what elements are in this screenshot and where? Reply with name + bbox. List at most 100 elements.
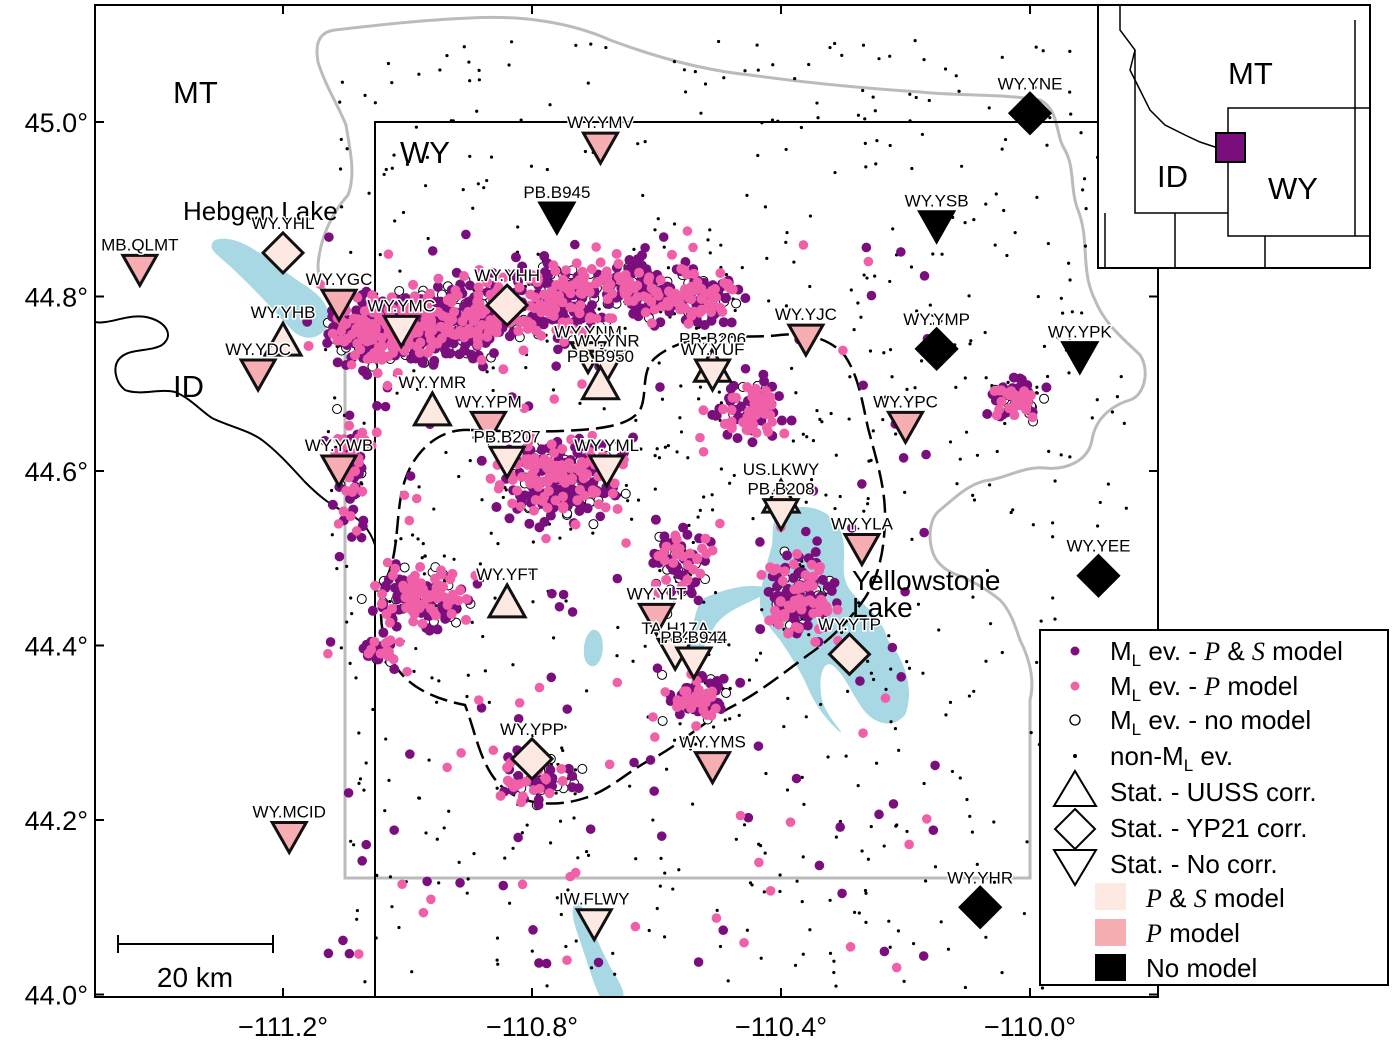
non-ml-event: [529, 571, 533, 575]
non-ml-event: [362, 788, 366, 792]
non-ml-event: [457, 474, 461, 479]
p-model-event: [1011, 390, 1022, 401]
non-ml-event: [382, 172, 386, 177]
non-ml-event: [416, 537, 420, 541]
non-ml-event: [713, 591, 718, 595]
p-model-event: [760, 401, 771, 412]
non-ml-event: [417, 72, 421, 76]
non-ml-event: [653, 487, 657, 491]
station-label: WY.MCID: [253, 802, 326, 821]
non-ml-event: [623, 326, 627, 330]
p-model-event: [513, 326, 524, 337]
ps-model-event: [367, 605, 378, 616]
p-model-event: [808, 608, 819, 619]
non-ml-event: [965, 797, 969, 802]
non-ml-event: [994, 192, 998, 196]
non-ml-event: [862, 509, 866, 513]
y-tick-label: 44.8°: [25, 283, 88, 313]
no-model-event: [657, 669, 668, 680]
p-model-event: [579, 278, 590, 289]
p-model-event: [904, 839, 914, 850]
non-ml-event: [358, 777, 363, 781]
station-wy-ydc: WY.YDC: [224, 339, 293, 394]
non-ml-event: [964, 430, 969, 434]
lake-arm: [688, 585, 770, 672]
non-ml-event: [698, 385, 703, 389]
non-ml-event: [888, 348, 893, 352]
p-model-event: [417, 618, 428, 629]
non-ml-event: [326, 430, 330, 434]
non-ml-event: [423, 554, 427, 558]
ps-model-event: [586, 300, 597, 311]
station-symbol: [580, 131, 621, 167]
station-label: WY.YMV: [567, 113, 634, 132]
p-model-event: [571, 277, 582, 288]
ps-model-event: [545, 765, 556, 776]
p-model-event: [663, 300, 674, 311]
non-ml-event: [1029, 731, 1033, 735]
non-ml-event: [992, 820, 996, 824]
non-ml-event: [651, 818, 655, 822]
non-ml-event: [658, 884, 662, 888]
non-ml-event: [675, 450, 679, 454]
non-ml-event: [1084, 207, 1088, 211]
p-model-event: [559, 336, 570, 347]
no-model-event: [1039, 393, 1050, 404]
non-ml-event: [902, 979, 906, 983]
ps-model-event: [732, 433, 743, 444]
p-model-event: [765, 615, 776, 626]
station-symbol: [761, 498, 801, 533]
p-model-event: [561, 265, 571, 275]
ps-model-event: [513, 770, 524, 781]
station-wy-yuf: WY.YUF: [679, 339, 746, 394]
station-symbol: [381, 314, 421, 350]
non-ml-event: [1095, 398, 1099, 402]
station-wy-ypm: WY.YPM: [454, 391, 523, 446]
ps-model-event: [866, 290, 877, 301]
p-model-event: [425, 315, 436, 326]
non-ml-event: [804, 500, 808, 504]
non-ml-event: [920, 132, 925, 137]
p-model-event: [333, 519, 344, 529]
non-ml-event: [856, 113, 861, 117]
ps-model-event: [718, 317, 729, 328]
non-ml-event: [364, 761, 368, 765]
p-model-event: [646, 318, 657, 329]
p-model-event: [634, 267, 645, 278]
p-model-event: [455, 585, 466, 596]
inset-map: MT ID WY: [1097, 4, 1371, 269]
non-ml-event: [800, 775, 804, 779]
non-ml-event: [882, 351, 886, 355]
label-wy: WY: [400, 135, 450, 170]
non-ml-event: [462, 45, 466, 49]
non-ml-event: [728, 717, 732, 721]
non-ml-event: [921, 671, 925, 675]
ps-model-event: [919, 271, 930, 281]
non-ml-event: [501, 495, 505, 500]
non-ml-event: [893, 726, 898, 731]
non-ml-event: [357, 781, 361, 785]
non-ml-event: [551, 636, 556, 640]
station-pb-b950: PB.B950: [565, 345, 636, 401]
station-label: MB.QLMT: [101, 235, 178, 254]
station-label: WY.YPP: [500, 720, 564, 739]
inset-idaho-outline: [1119, 5, 1219, 149]
non-ml-event: [723, 718, 727, 722]
non-ml-event: [763, 851, 767, 855]
non-ml-event: [589, 42, 593, 46]
non-ml-event: [767, 299, 771, 303]
p-model-event: [751, 427, 762, 438]
non-ml-event: [861, 88, 865, 93]
ps-model-event: [406, 353, 417, 364]
ps-model-event: [930, 760, 940, 771]
non-ml-event: [530, 949, 534, 953]
p-model-event: [591, 313, 602, 324]
non-ml-event: [616, 625, 620, 630]
p-model-event: [408, 279, 419, 290]
non-ml-event: [560, 746, 564, 750]
non-ml-event: [907, 666, 912, 670]
ps-model-event: [896, 247, 906, 257]
non-ml-event: [435, 700, 439, 704]
non-ml-event: [1080, 311, 1084, 315]
